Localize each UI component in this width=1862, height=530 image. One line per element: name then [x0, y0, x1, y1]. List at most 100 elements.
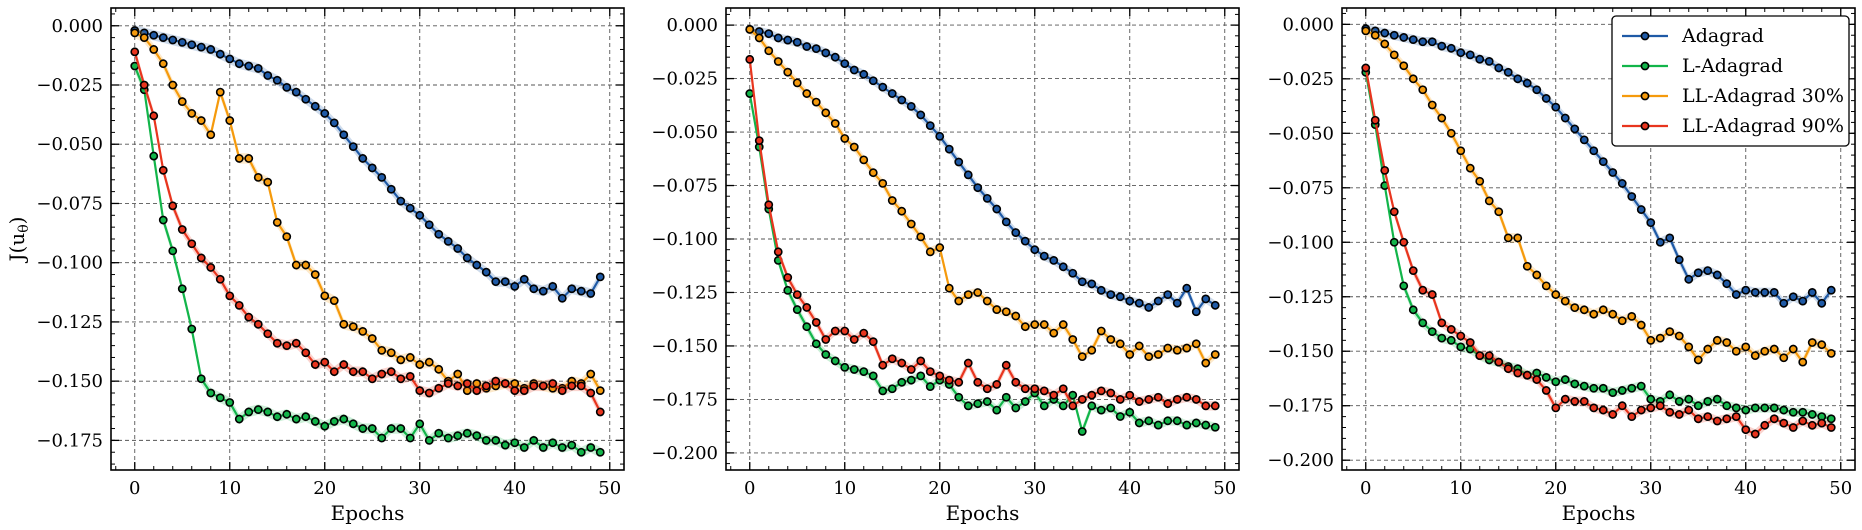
- y-tick-label: −0.075: [36, 193, 103, 214]
- data-point: [745, 24, 755, 34]
- data-point: [291, 260, 301, 270]
- data-point: [1798, 407, 1808, 417]
- data-point: [925, 367, 935, 377]
- data-point: [187, 239, 197, 249]
- y-tick-label: −0.175: [1267, 396, 1334, 417]
- data-point: [1712, 416, 1722, 426]
- data-point: [887, 89, 897, 98]
- data-point: [1589, 309, 1599, 319]
- data-point: [1807, 410, 1817, 419]
- data-point: [1106, 290, 1116, 300]
- data-point: [1560, 296, 1570, 306]
- data-point: [1077, 395, 1087, 404]
- data-point: [234, 300, 244, 310]
- data-point: [1779, 353, 1789, 363]
- data-point: [1769, 287, 1779, 297]
- data-point: [396, 196, 406, 206]
- y-tick-label: −0.075: [1267, 178, 1334, 199]
- data-point: [1693, 268, 1703, 278]
- data-point: [821, 335, 831, 344]
- data-point: [1684, 342, 1694, 352]
- data-point: [595, 272, 605, 282]
- data-point: [443, 379, 453, 388]
- data-point: [859, 367, 869, 377]
- data-point: [548, 438, 558, 448]
- data-point: [1134, 397, 1144, 406]
- data-point: [1115, 412, 1125, 421]
- data-point: [1551, 403, 1561, 413]
- data-point: [1182, 392, 1192, 402]
- data-point: [1058, 320, 1068, 329]
- data-point: [1370, 115, 1380, 125]
- data-point: [595, 447, 605, 457]
- data-point: [1068, 401, 1078, 411]
- data-point: [1437, 333, 1447, 343]
- legend-swatch-marker: [1640, 91, 1650, 101]
- data-point: [1039, 320, 1049, 329]
- data-point: [1456, 48, 1466, 58]
- data-point: [567, 381, 577, 391]
- data-point: [196, 116, 206, 125]
- data-point: [462, 428, 472, 438]
- data-point: [954, 392, 964, 402]
- data-point: [168, 80, 178, 90]
- data-point: [168, 201, 178, 211]
- y-tick-label: −0.050: [651, 122, 718, 143]
- series-line: [133, 51, 602, 413]
- data-point: [1011, 228, 1021, 237]
- legend: Adagrad L-Adagrad LL-Adagrad 30% LL-Adagrad…: [1611, 15, 1850, 147]
- data-point: [1617, 401, 1627, 411]
- data-point: [821, 48, 831, 58]
- data-point: [1598, 383, 1608, 393]
- data-point: [1541, 372, 1551, 382]
- data-point: [1030, 245, 1040, 255]
- data-point: [1380, 165, 1390, 175]
- data-point: [215, 49, 225, 59]
- data-point: [1798, 357, 1808, 367]
- data-point: [329, 367, 339, 377]
- data-point: [1201, 358, 1211, 368]
- data-point: [1446, 43, 1456, 53]
- data-point: [405, 433, 415, 443]
- data-point: [1389, 237, 1399, 247]
- data-point: [310, 270, 320, 279]
- data-point: [1779, 418, 1789, 428]
- data-point: [244, 407, 254, 417]
- series-ll-adagrad-90-: [130, 46, 605, 418]
- data-point: [1096, 285, 1106, 295]
- data-point: [1779, 298, 1789, 308]
- series-confidence-band: [749, 24, 1216, 317]
- data-point: [358, 154, 368, 163]
- data-point: [158, 165, 168, 175]
- data-point: [1636, 405, 1646, 415]
- data-point: [1163, 343, 1173, 353]
- data-point: [1646, 403, 1656, 413]
- data-point: [291, 338, 301, 348]
- data-point: [586, 289, 596, 298]
- data-point: [272, 75, 282, 85]
- y-tick-label: −0.100: [1267, 232, 1334, 253]
- data-point: [1560, 113, 1570, 123]
- legend-swatch-marker: [1640, 121, 1650, 131]
- data-point: [944, 144, 954, 154]
- data-point: [773, 33, 783, 43]
- data-point: [1532, 375, 1542, 384]
- data-point: [1513, 233, 1523, 243]
- data-point: [1001, 360, 1011, 370]
- data-point: [745, 89, 755, 98]
- data-point: [139, 33, 149, 43]
- data-point: [529, 381, 539, 391]
- data-point: [196, 253, 206, 263]
- data-point: [187, 40, 197, 50]
- data-point: [1049, 328, 1059, 338]
- data-point: [1750, 403, 1760, 413]
- data-point: [491, 376, 501, 386]
- data-point: [1011, 403, 1021, 413]
- data-point: [557, 293, 567, 303]
- data-point: [586, 443, 596, 452]
- data-point: [1760, 403, 1770, 413]
- data-point: [1058, 401, 1068, 411]
- data-point: [1475, 54, 1485, 64]
- data-point: [1191, 418, 1201, 428]
- y-tick-label: 0.000: [51, 16, 103, 37]
